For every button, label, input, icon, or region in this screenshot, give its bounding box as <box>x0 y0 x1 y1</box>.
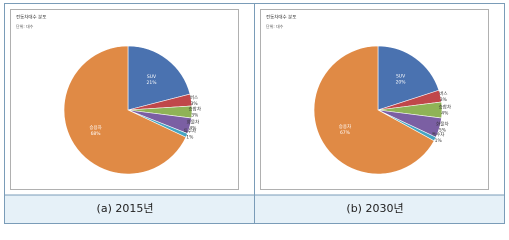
pie-slice <box>127 45 191 111</box>
slice-value-label: 4% <box>189 126 197 132</box>
slice-label: 승합차 <box>189 105 202 112</box>
page: 전동차대수 분포 단위: 대수 (a) 2015년 SUV 21% 버스 3% 승합차 3% 화물… <box>4 3 505 224</box>
slice-label: 버스 <box>190 94 198 101</box>
slice-value-label: 4% <box>441 111 449 117</box>
slice-label: SUV <box>396 73 406 79</box>
slice-label: SUV <box>147 74 157 80</box>
slice-value-label: 3% <box>191 112 199 118</box>
slice-value-label: 3% <box>190 101 198 107</box>
slice-label: 특수차 <box>184 128 197 135</box>
slice-label: 화물차 <box>187 119 200 126</box>
caption: (a) 2015년 <box>97 202 154 215</box>
slice-label: 승용차 <box>339 123 352 130</box>
pie-slice <box>377 45 440 111</box>
slice-value-label: 5% <box>439 127 447 133</box>
slice-value-label: 21% <box>147 80 158 86</box>
pie-slice <box>63 45 187 175</box>
slice-label: 승용차 <box>89 124 102 131</box>
slice-value-label: 67% <box>340 130 351 136</box>
slice-value-label: 1% <box>435 138 443 144</box>
slice-label: 화물차 <box>436 120 449 127</box>
slice-label: 특수차 <box>432 131 445 138</box>
caption: (b) 2030년 <box>346 202 403 215</box>
slice-value-label: 3% <box>440 97 448 103</box>
slice-value-label: 20% <box>396 79 407 85</box>
slice-label: 버스 <box>439 90 447 97</box>
chart-title: 전동차대수 분포 <box>16 14 46 21</box>
pie-slice <box>313 45 435 175</box>
chart-title: 전동차대수 분포 <box>266 14 296 21</box>
slice-value-label: 68% <box>91 131 102 137</box>
chart-subtitle: 단위: 대수 <box>16 23 34 29</box>
slice-value-label: 1% <box>186 135 194 141</box>
chart-subtitle: 단위: 대수 <box>266 23 284 29</box>
slice-label: 승합차 <box>439 104 452 111</box>
